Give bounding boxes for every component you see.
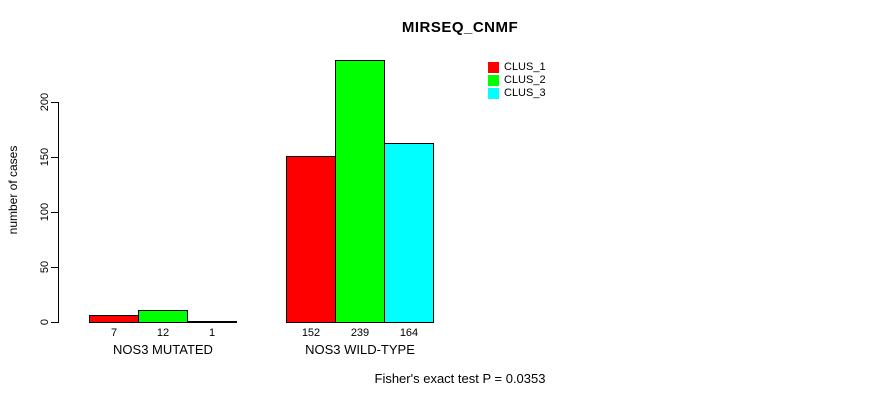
chart-title: MIRSEQ_CNMF bbox=[401, 19, 519, 36]
y-axis-line bbox=[58, 102, 59, 323]
bar-value-label: 164 bbox=[399, 327, 419, 339]
bar-clus_1-mutated bbox=[89, 315, 139, 323]
bar-clus_3-wildtype bbox=[384, 143, 434, 323]
legend-label: CLUS_3 bbox=[504, 87, 546, 99]
bar-value-label: 152 bbox=[301, 327, 321, 339]
bar-value-label: 1 bbox=[208, 327, 216, 339]
y-axis-tick bbox=[51, 157, 58, 158]
y-axis-tick-label: 100 bbox=[39, 202, 51, 222]
legend-swatch-clus_3 bbox=[488, 88, 499, 99]
x-axis-group-label: NOS3 WILD-TYPE bbox=[305, 342, 415, 357]
bar-value-label: 12 bbox=[156, 327, 170, 339]
bar-value-label: 239 bbox=[350, 327, 370, 339]
legend-row-clus_2: CLUS_2 bbox=[488, 74, 546, 87]
bar-clus_3-mutated bbox=[187, 321, 237, 323]
bar-value-label: 7 bbox=[110, 327, 118, 339]
legend: CLUS_1 CLUS_2 CLUS_3 bbox=[488, 61, 546, 100]
y-axis-tick bbox=[51, 267, 58, 268]
legend-label: CLUS_1 bbox=[504, 61, 546, 73]
bar-clus_2-mutated bbox=[138, 310, 188, 323]
bar-clus_2-wildtype bbox=[335, 60, 385, 323]
y-axis-tick bbox=[51, 212, 58, 213]
legend-row-clus_1: CLUS_1 bbox=[488, 61, 546, 74]
legend-swatch-clus_2 bbox=[488, 75, 499, 86]
y-axis-tick-label: 150 bbox=[39, 147, 51, 167]
y-axis-label: number of cases bbox=[6, 145, 20, 235]
y-axis-tick bbox=[51, 322, 58, 323]
legend-swatch-clus_1 bbox=[488, 62, 499, 73]
legend-row-clus_3: CLUS_3 bbox=[488, 87, 546, 100]
y-axis-tick-label: 50 bbox=[39, 260, 51, 274]
bar-clus_1-wildtype bbox=[286, 156, 336, 323]
y-axis-tick bbox=[51, 102, 58, 103]
y-axis-tick-label: 200 bbox=[39, 92, 51, 112]
legend-label: CLUS_2 bbox=[504, 74, 546, 86]
x-axis-group-label: NOS3 MUTATED bbox=[113, 342, 213, 357]
fisher-test-annotation: Fisher's exact test P = 0.0353 bbox=[374, 371, 546, 386]
y-axis-tick-label: 0 bbox=[39, 318, 51, 326]
